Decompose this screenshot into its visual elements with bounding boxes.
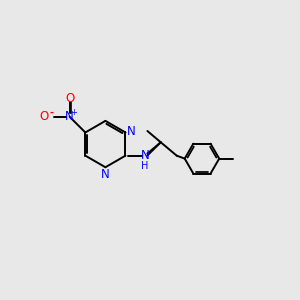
Text: N: N <box>127 125 136 138</box>
Text: N: N <box>101 168 110 182</box>
Text: -: - <box>50 108 54 118</box>
Text: +: + <box>70 108 77 117</box>
Text: O: O <box>65 92 74 105</box>
Text: N: N <box>140 149 149 162</box>
Text: N: N <box>65 110 74 123</box>
Text: H: H <box>141 161 148 171</box>
Text: O: O <box>40 110 49 123</box>
